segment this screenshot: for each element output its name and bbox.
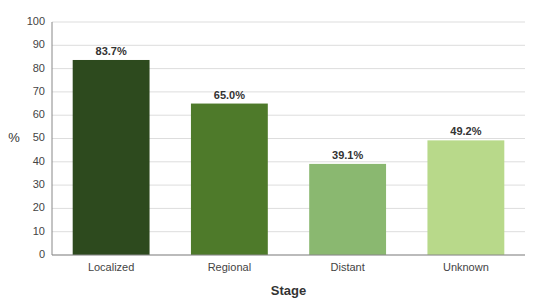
y-tick-label: 20 [33,201,45,213]
data-label: 83.7% [96,45,127,57]
x-tick-label: Localized [88,261,134,273]
y-tick-label: 30 [33,178,45,190]
bar [427,140,504,255]
y-tick-label: 70 [33,85,45,97]
y-tick-label: 60 [33,108,45,120]
bar [73,60,150,255]
x-tick-label: Unknown [443,261,489,273]
y-axis-line [52,22,53,255]
grid [52,22,525,255]
bar [191,104,268,255]
x-tick-label: Regional [208,261,251,273]
bars [73,60,505,255]
chart-container: 0 10 20 30 40 50 60 70 80 90 100 83.7% 65.0% 39.1% 49.… [0,0,541,307]
data-label: 49.2% [450,125,481,137]
chart-svg: 0 10 20 30 40 50 60 70 80 90 100 83.7% 65.0% 39.1% 49.… [0,0,541,307]
y-tick-label: 100 [27,15,45,27]
y-tick-label: 40 [33,155,45,167]
data-label: 65.0% [214,89,245,101]
x-axis-line [52,255,525,256]
y-tick-label: 0 [39,248,45,260]
y-axis-label: % [8,130,20,145]
y-tick-label: 10 [33,225,45,237]
x-axis-label: Stage [271,283,306,298]
data-label: 39.1% [332,149,363,161]
bar [309,164,386,255]
x-ticks: Localized Regional Distant Unknown [88,261,489,273]
y-tick-label: 80 [33,62,45,74]
x-tick-label: Distant [331,261,365,273]
y-tick-label: 90 [33,38,45,50]
grid-line [52,22,525,23]
page: {"chart_data": {"type": "bar", "categori… [0,0,541,307]
data-labels: 83.7% 65.0% 39.1% 49.2% [96,45,482,161]
grid-line [52,255,525,256]
y-tick-label: 50 [33,131,45,143]
y-ticks: 0 10 20 30 40 50 60 70 80 90 100 [27,15,45,260]
